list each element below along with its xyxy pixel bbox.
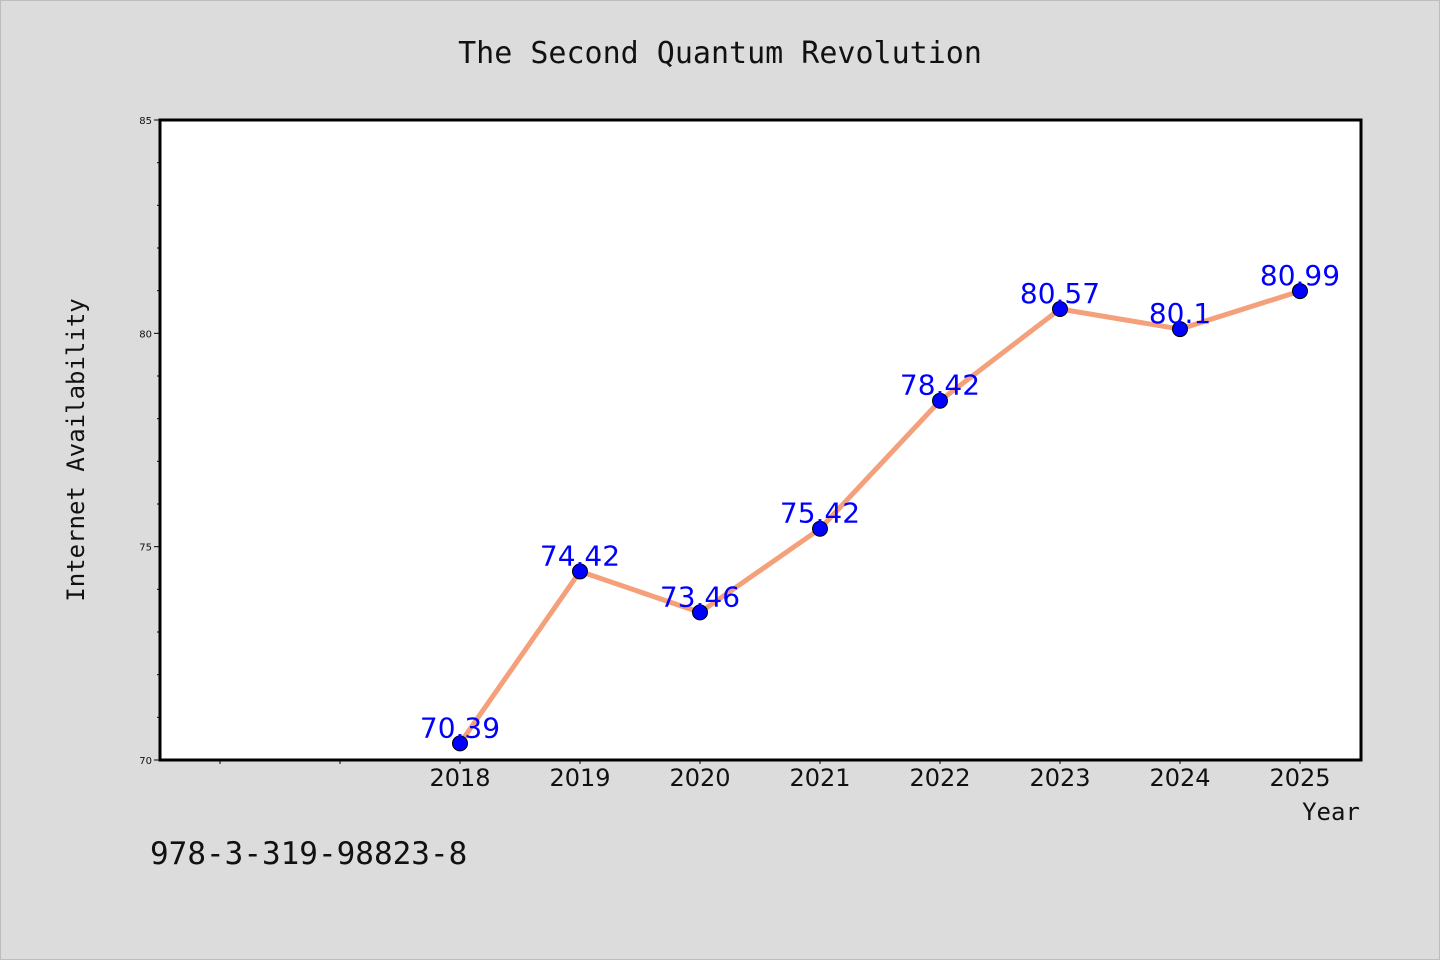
x-axis-ticks: 2018 2019 2020 2021 2022 2023 2024 2025 xyxy=(219,760,1331,792)
x-tick-label: 2024 xyxy=(1149,764,1210,792)
y-axis-label: Internet Availability xyxy=(62,298,90,601)
x-tick-label: 2023 xyxy=(1029,764,1090,792)
data-point-marker xyxy=(692,604,708,621)
x-tick-label: 2020 xyxy=(669,764,730,792)
x-tick-label: 2018 xyxy=(429,764,490,792)
x-tick-label: 2022 xyxy=(909,764,970,792)
x-tick-label: 2019 xyxy=(549,764,610,792)
y-axis-ticks: 70 75 80 85 xyxy=(139,116,160,767)
y-tick-label: 80 xyxy=(139,329,152,340)
data-label: 80.99 xyxy=(1260,259,1340,292)
chart-title: The Second Quantum Revolution xyxy=(458,36,982,71)
data-point-marker xyxy=(1172,321,1188,338)
plot-frame xyxy=(158,118,1363,762)
x-axis-label: Year xyxy=(1302,798,1360,826)
data-label: 70.39 xyxy=(420,711,500,744)
data-label: 74.42 xyxy=(540,539,620,572)
data-point-marker xyxy=(1292,283,1308,300)
data-label: 78.42 xyxy=(900,369,980,402)
x-tick-label: 2021 xyxy=(789,764,850,792)
data-point-marker xyxy=(1052,301,1068,318)
x-tick-label: 2025 xyxy=(1269,764,1330,792)
plot-area xyxy=(160,120,1361,760)
data-point-marker xyxy=(452,735,468,752)
data-label: 75.42 xyxy=(780,497,860,530)
data-label: 80.1 xyxy=(1149,297,1211,330)
series-internet-availability: 70.39 74.42 73.46 75.42 78.42 80.57 80.1 80.99 xyxy=(420,259,1340,752)
y-tick-label: 70 xyxy=(139,756,152,767)
y-tick-label: 85 xyxy=(139,116,152,127)
isbn-text: 978-3-319-98823-8 xyxy=(150,836,467,872)
data-point-marker xyxy=(932,392,948,409)
data-point-marker xyxy=(812,520,828,537)
y-tick-label: 75 xyxy=(139,543,152,554)
data-label: 73.46 xyxy=(660,580,740,613)
data-point-marker xyxy=(572,563,588,580)
data-label: 80.57 xyxy=(1020,277,1100,310)
series-line xyxy=(457,288,1303,746)
